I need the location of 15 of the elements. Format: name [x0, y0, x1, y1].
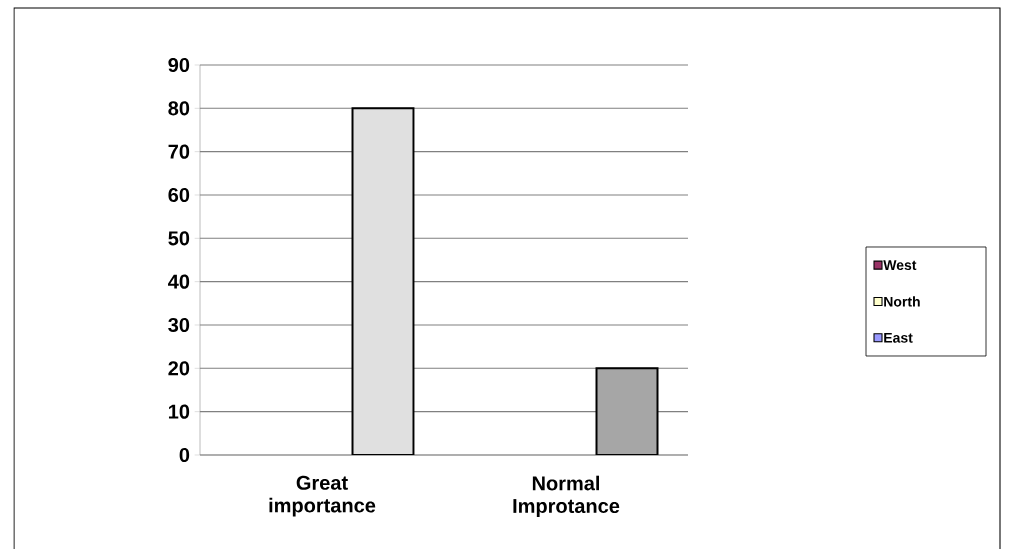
y-tick-label: 30: [168, 317, 190, 333]
y-tick-label: 70: [168, 144, 190, 159]
y-tick-label: 10: [168, 404, 190, 419]
y-tick-label: 20: [168, 361, 190, 376]
legend-label: West: [883, 260, 917, 271]
legend-label: North: [884, 296, 920, 307]
y-tick-label: 40: [168, 274, 190, 289]
x-tick-label: Great importance: [269, 475, 376, 517]
y-tick-label: 60: [168, 187, 190, 203]
y-tick-label: 0: [179, 447, 190, 463]
text: East: [884, 332, 913, 343]
y-tick-label: 90: [168, 57, 190, 73]
y-tick-label: 80: [168, 101, 190, 116]
x-tick-label: Normal Improtance: [513, 475, 620, 517]
y-tick-label: 50: [168, 231, 190, 246]
